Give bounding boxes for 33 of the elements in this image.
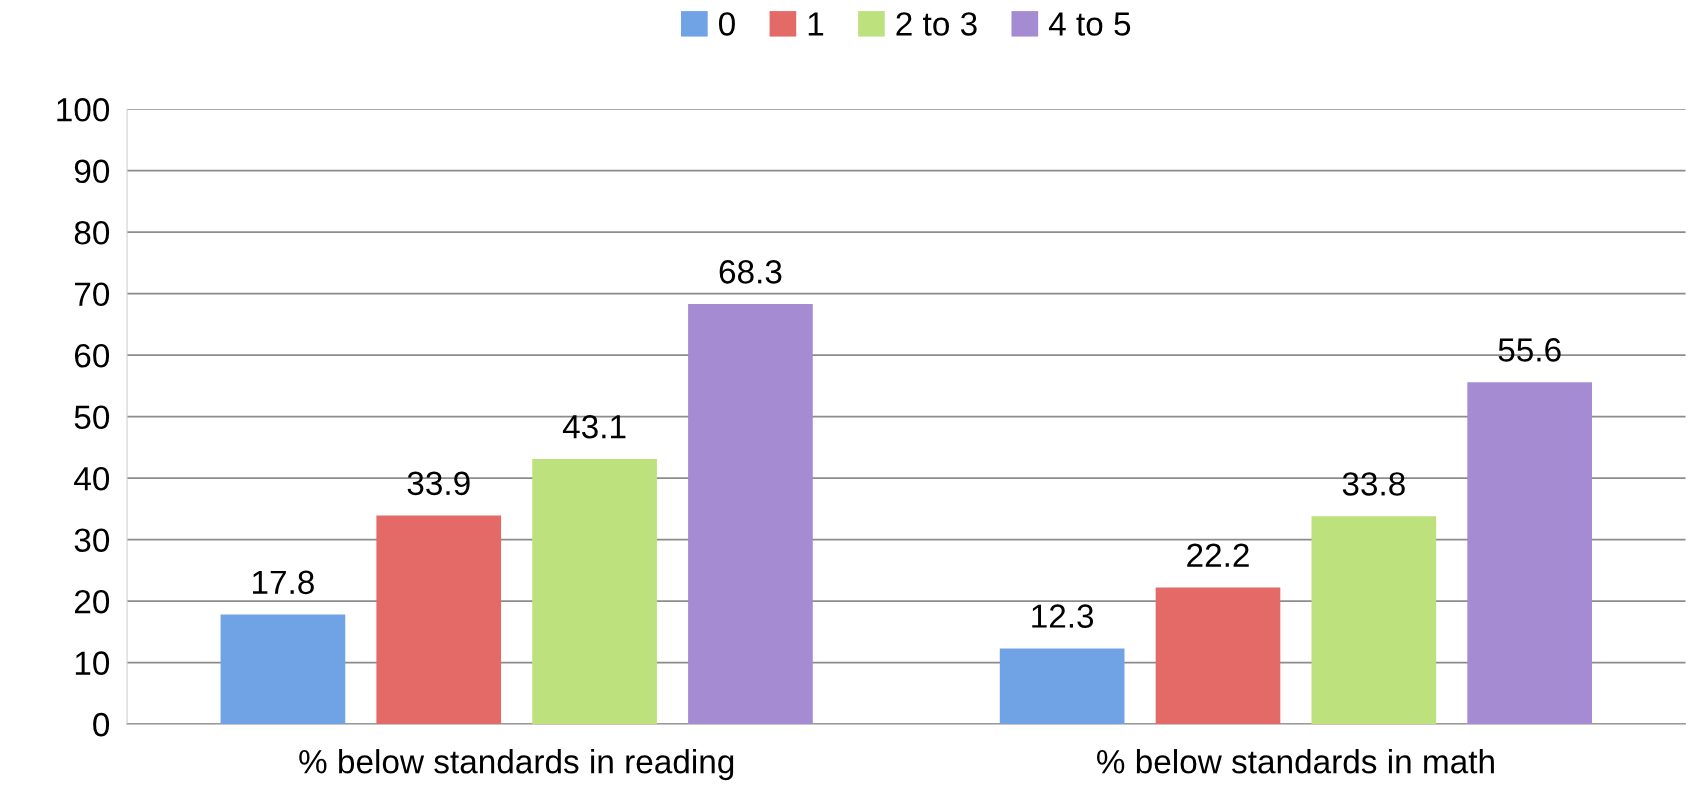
bar bbox=[688, 304, 813, 725]
legend-label: 2 to 3 bbox=[896, 12, 977, 36]
y-tick-label: 60 bbox=[75, 343, 110, 368]
bar bbox=[376, 515, 502, 725]
data-label: 17.8 bbox=[253, 570, 314, 595]
y-tick-label: 70 bbox=[75, 282, 110, 307]
y-tick-label: 10 bbox=[75, 651, 110, 675]
legend-label: 1 bbox=[808, 12, 824, 36]
data-label: 43.1 bbox=[562, 414, 626, 439]
y-tick-label: 30 bbox=[74, 528, 110, 553]
y-tick-label: 50 bbox=[74, 405, 110, 430]
bar bbox=[1467, 382, 1593, 725]
x-tick-label: % below standards in math bbox=[1097, 749, 1494, 774]
data-label: 22.2 bbox=[1187, 543, 1249, 567]
y-tick-label: 20 bbox=[74, 589, 110, 614]
data-label: 33.8 bbox=[1342, 472, 1405, 496]
bar bbox=[1311, 516, 1437, 725]
legend-label: 4 to 5 bbox=[1048, 12, 1131, 36]
bar bbox=[1155, 587, 1281, 725]
y-tick-label: 80 bbox=[74, 220, 110, 245]
data-label: 68.3 bbox=[719, 260, 782, 284]
y-tick-label: 90 bbox=[74, 159, 110, 184]
data-label: 12.3 bbox=[1032, 604, 1094, 628]
legend-label: 0 bbox=[719, 12, 735, 36]
y-tick-label: 100 bbox=[57, 98, 110, 122]
bar bbox=[999, 648, 1125, 725]
y-tick-label: 40 bbox=[74, 466, 110, 491]
y-tick-label: 0 bbox=[93, 712, 110, 737]
data-label: 33.9 bbox=[407, 471, 470, 496]
bar bbox=[220, 614, 346, 725]
x-tick-label: % below standards in reading bbox=[299, 749, 734, 781]
data-label: 55.6 bbox=[1498, 338, 1561, 362]
bar bbox=[532, 459, 657, 725]
